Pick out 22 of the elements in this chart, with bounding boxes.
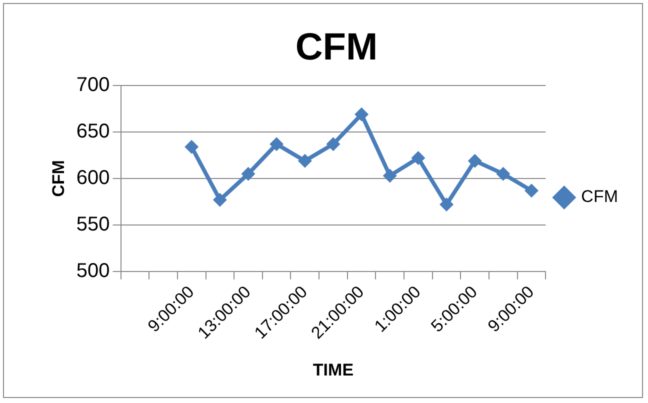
point <box>354 107 369 122</box>
point <box>411 151 426 166</box>
point <box>496 166 510 181</box>
point <box>524 184 539 198</box>
point <box>270 137 284 152</box>
point <box>184 140 199 154</box>
point <box>326 137 340 152</box>
chart-title: CFM <box>295 26 378 68</box>
point <box>440 198 454 212</box>
x-axis-title: TIME <box>312 360 354 380</box>
y-tick-label: 650 <box>76 120 110 143</box>
point <box>241 166 256 181</box>
point <box>468 154 482 168</box>
y-tick-label: 600 <box>76 167 110 190</box>
point <box>212 192 227 207</box>
y-axis-title: CFM <box>48 160 68 197</box>
y-tick-label: 700 <box>76 74 110 96</box>
y-tick-label: 550 <box>76 213 110 236</box>
legend-label: CFM <box>581 187 618 206</box>
point <box>298 154 312 168</box>
y-tick-label: 500 <box>76 260 110 282</box>
point <box>382 168 397 183</box>
